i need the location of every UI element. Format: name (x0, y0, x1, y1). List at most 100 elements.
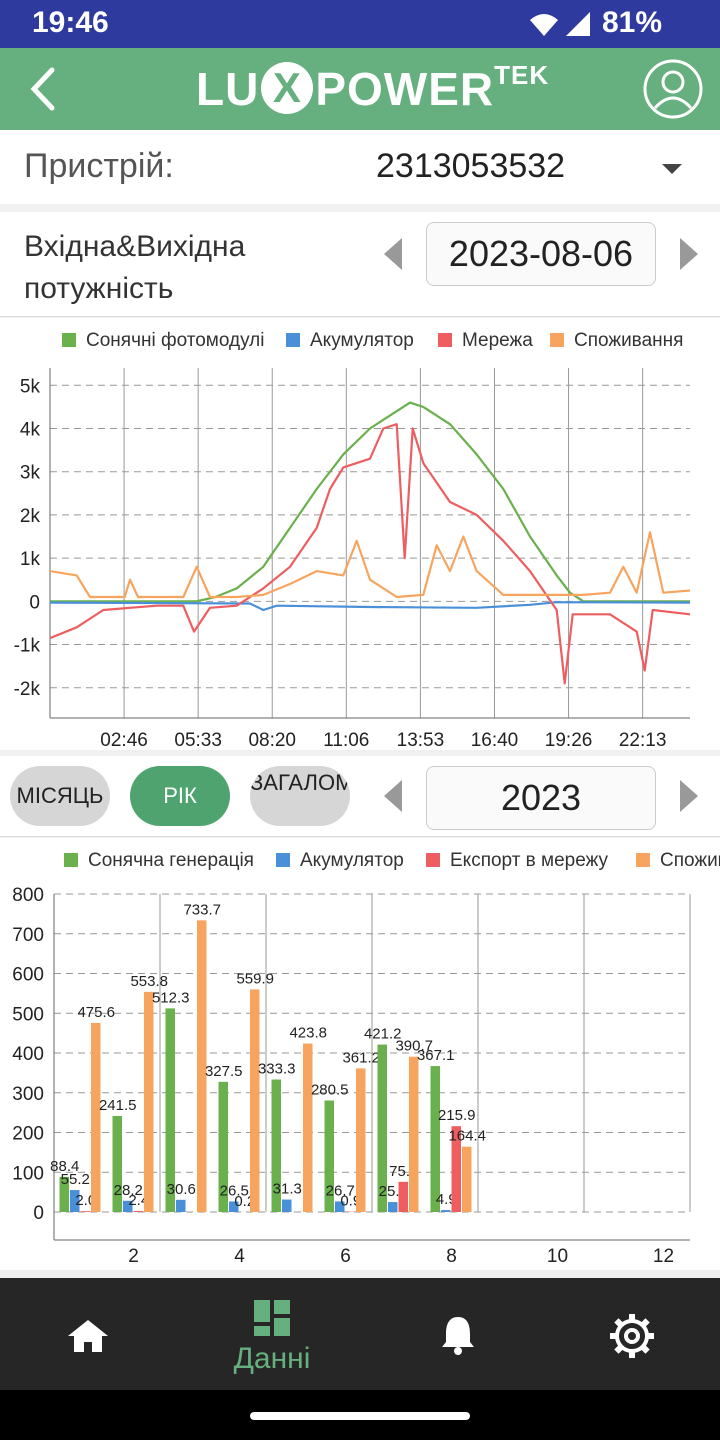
device-selector[interactable]: Пристрій: 2313053532 (0, 130, 720, 204)
chart2-y-tick: 600 (12, 965, 44, 986)
legend2-battery: Акумулятор (276, 850, 404, 872)
chart2-bar (377, 1044, 387, 1212)
next-date-icon[interactable] (680, 238, 698, 270)
chart2-bar (59, 1176, 69, 1212)
chart2-bar (133, 1211, 143, 1212)
prev-year-icon[interactable] (384, 780, 402, 812)
chart1-series-2 (49, 423, 691, 685)
chart2-data-label: 423.8 (289, 1025, 327, 1042)
chart2-bar (229, 1201, 239, 1212)
chart1-y-tick: 4k (20, 419, 41, 440)
year-tab[interactable]: РІК (130, 766, 230, 826)
chart2-data-label: 327.5 (205, 1063, 243, 1080)
chart2-legend: Сонячна генерація Акумулятор Експорт в м… (0, 846, 720, 876)
chart2-data-label: 367.1 (417, 1047, 455, 1064)
chart2-y-tick: 500 (12, 1004, 44, 1025)
chart1-x-tick: 13:53 (397, 730, 445, 750)
month-tab[interactable]: МІСЯЦЬ (10, 766, 110, 826)
chart2-data-label: 280.5 (311, 1082, 349, 1099)
chart1-y-tick: 2k (20, 506, 41, 527)
chart2-bar (462, 1146, 472, 1212)
nav-data[interactable]: Данні (220, 1278, 324, 1390)
chart1-legend: Сонячні фотомодулі Акумулятор Мережа Спо… (0, 326, 720, 356)
device-serial[interactable]: 2313053532 (376, 147, 566, 185)
legend2-export: Експорт в мережу (426, 850, 608, 872)
nav-settings[interactable] (582, 1278, 682, 1390)
legend-battery: Акумулятор (286, 330, 414, 352)
home-icon (68, 1320, 108, 1352)
chart2-bar (80, 1211, 90, 1212)
chart2-bar (356, 1068, 366, 1212)
device-label: Пристрій: (24, 147, 174, 185)
chart1-y-tick: -1k (14, 636, 41, 657)
chart2-bar (409, 1056, 419, 1212)
chart2-data-label: 553.8 (130, 973, 168, 990)
chart2-bar (176, 1199, 186, 1212)
chart2-data-label: 26.5 (220, 1182, 249, 1199)
chart2-bar (197, 920, 207, 1212)
power-date-row: Вхідна&Вихідна потужність 2023-08-06 (0, 212, 720, 317)
legend-solar: Сонячні фотомодулі (62, 330, 265, 352)
chart2-data-label: 333.3 (258, 1061, 296, 1078)
chart2-data-label: 164.4 (448, 1128, 486, 1145)
chart2-bar (271, 1079, 281, 1212)
chart2-x-tick: 6 (340, 1246, 351, 1267)
nav-home[interactable] (40, 1278, 140, 1390)
chart2-data-label: 0.9 (340, 1193, 361, 1210)
chart1-y-tick: 5k (20, 376, 41, 397)
chart2-data-label: 31.3 (273, 1181, 302, 1198)
chart1-x-tick: 19:26 (545, 730, 593, 750)
chart2-canvas: 800 700 600 500 400 300 200 100 0 2 4 6 8 10 12 88.455.… (12, 885, 691, 1267)
chart2-data-label: 733.7 (183, 901, 221, 918)
chart2-bar (218, 1081, 228, 1212)
chart2-y-tick: 400 (12, 1044, 44, 1065)
chart1-series-1 (49, 601, 691, 612)
chevron-down-icon[interactable] (662, 164, 682, 174)
chart2-data-label: 512.3 (152, 989, 190, 1006)
chart1-x-tick: 08:20 (248, 730, 296, 750)
year-picker[interactable]: 2023 (426, 766, 656, 830)
chart1-x-tick: 11:06 (323, 730, 369, 750)
chart2-bar (451, 1126, 461, 1212)
chart2-x-tick: 4 (234, 1246, 245, 1267)
chart2-bar (398, 1181, 408, 1212)
date-picker[interactable]: 2023-08-06 (426, 222, 656, 286)
chart2-data-label: 55.2 (61, 1171, 90, 1188)
chart2-y-tick: 200 (12, 1124, 44, 1145)
total-tab[interactable]: ЗАГАЛОМ (250, 766, 350, 826)
legend2-solar: Сонячна генерація (64, 850, 254, 872)
prev-date-icon[interactable] (384, 238, 402, 270)
chart2-data-label: 2.0 (75, 1192, 96, 1209)
chart1-x-tick: 22:13 (619, 730, 667, 750)
chart2-x-tick: 10 (547, 1246, 568, 1267)
chart2-y-tick: 700 (12, 925, 44, 946)
back-arrow-icon[interactable] (24, 64, 64, 114)
nav-data-label: Данні (233, 1342, 311, 1375)
power-title: Вхідна&Вихідна потужність (24, 230, 246, 305)
nav-alerts[interactable] (410, 1278, 510, 1390)
chart2-y-tick: 0 (33, 1203, 44, 1224)
legend-grid: Мережа (438, 330, 533, 352)
chart2-data-label: 215.9 (438, 1107, 476, 1124)
chart2-bar (388, 1202, 398, 1212)
user-profile-icon[interactable] (642, 58, 704, 120)
chart2-data-label: 4.9 (436, 1191, 457, 1208)
bell-icon (442, 1317, 474, 1355)
chart2-bar (324, 1100, 334, 1212)
chart1-y-tick: 1k (20, 549, 41, 570)
yearly-bar-chart: Сонячна генерація Акумулятор Експорт в м… (0, 838, 720, 1270)
next-year-icon[interactable] (680, 780, 698, 812)
wifi-signal-icon (530, 12, 590, 36)
status-time: 19:46 (32, 6, 109, 39)
legend2-consumption: Споживання (636, 850, 720, 872)
chart1-canvas: 5k 4k 3k 2k 1k 0 -1k -2k 02:46 05:33 08:20 11:06 13:… (14, 368, 691, 750)
legend-consumption: Споживання (550, 330, 683, 352)
home-indicator[interactable] (250, 1412, 470, 1420)
luxpower-logo: LU X POWERTEK (196, 60, 550, 115)
chart2-data-label: 361.2 (342, 1049, 380, 1066)
app-bar: LU X POWERTEK (0, 48, 720, 130)
chart2-bar (91, 1022, 101, 1212)
chart1-x-tick: 16:40 (471, 730, 519, 750)
chart2-data-label: 30.6 (167, 1181, 196, 1198)
chart2-data-label: 475.6 (77, 1004, 115, 1021)
